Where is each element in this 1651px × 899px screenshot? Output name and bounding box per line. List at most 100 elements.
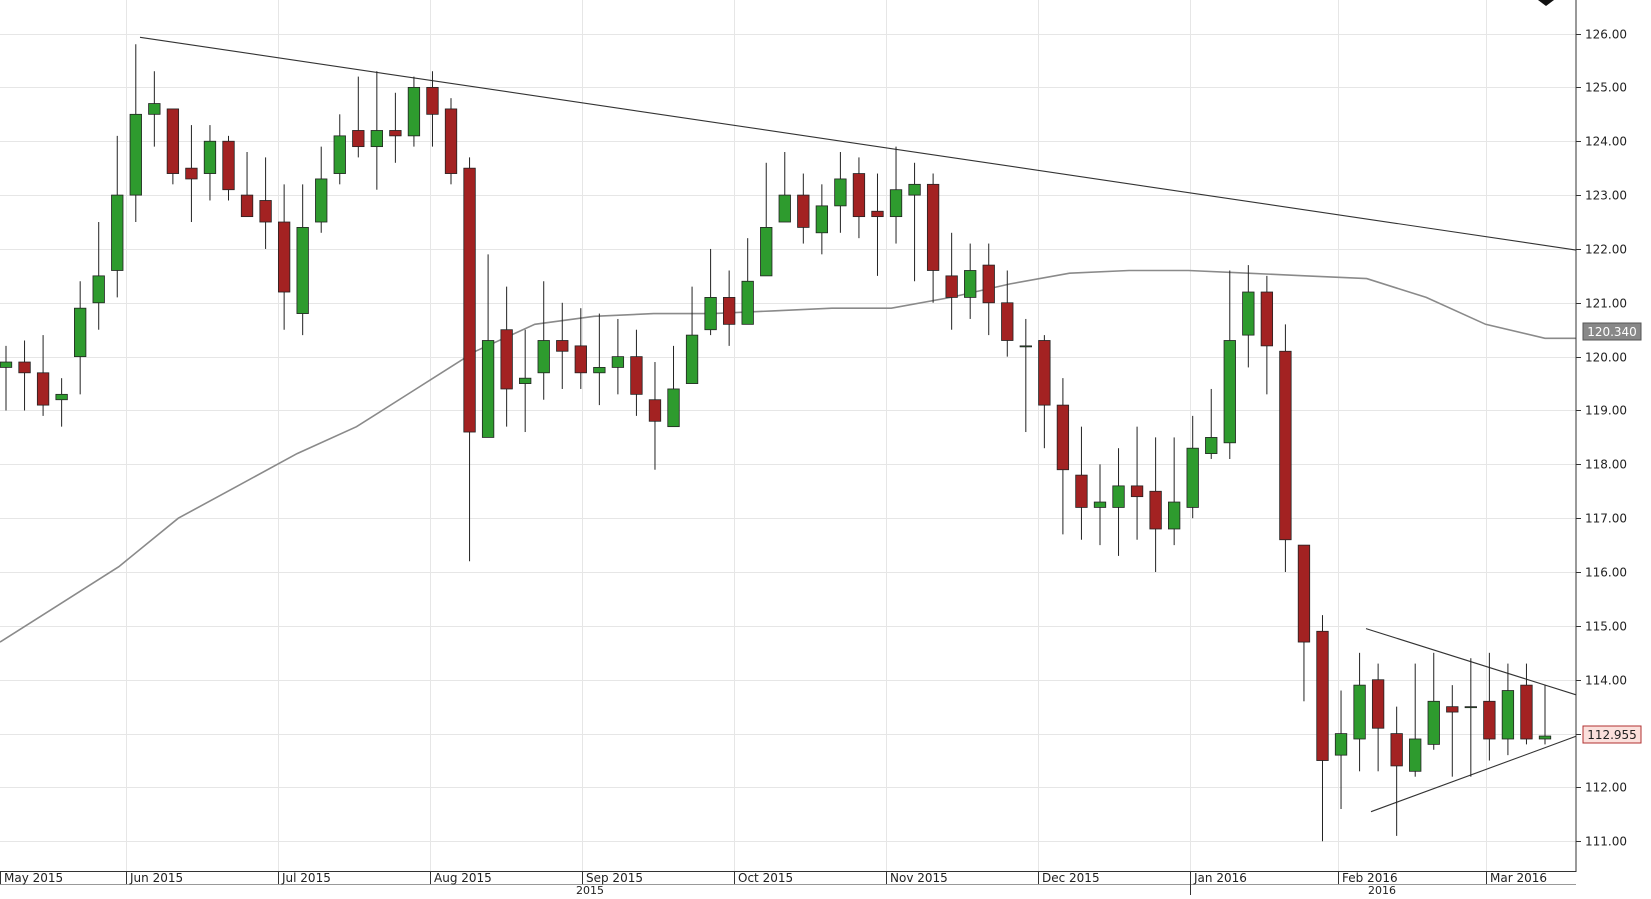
candle [889, 146, 903, 244]
candle-body-up [1353, 684, 1366, 740]
candle [1297, 544, 1311, 702]
candle [55, 378, 68, 427]
candle-body-down [945, 275, 958, 298]
candle-body-down [185, 167, 198, 180]
candle-body-up [481, 340, 495, 438]
candle [926, 173, 940, 303]
candle-body-down [630, 356, 643, 395]
candle-body-up [1242, 291, 1255, 336]
candle [945, 232, 958, 330]
candle [36, 335, 50, 416]
candle-body-down [444, 108, 458, 174]
candle [296, 184, 309, 336]
candle-body-up [1427, 700, 1440, 745]
candle [964, 243, 977, 319]
candle-body-down [574, 345, 587, 374]
candle-body-down [871, 210, 884, 218]
candle-body-down [240, 194, 254, 218]
candle [185, 125, 198, 223]
candle [389, 92, 402, 163]
candle-body-down [1316, 630, 1329, 761]
candle-body-up [964, 270, 977, 298]
y-axis-ticks: 111.00112.00113.00114.00115.00116.00117.… [1576, 28, 1627, 849]
candle [1056, 378, 1070, 535]
candle-body-up [667, 388, 680, 428]
candle [1483, 652, 1496, 761]
candle-body-down [463, 167, 476, 433]
candle [1093, 464, 1107, 546]
year-label: 2016 [1368, 884, 1396, 895]
candle-body-down [1390, 733, 1403, 767]
candle-body-up [815, 205, 829, 234]
candle-body-up [296, 227, 309, 314]
candle [481, 254, 495, 438]
candle [463, 157, 476, 562]
last-price-box [1582, 725, 1642, 744]
candle [1019, 318, 1032, 433]
x-month-label: Feb 2016 [1342, 871, 1398, 885]
candle [500, 286, 513, 427]
candle [1186, 415, 1199, 519]
candle [1075, 426, 1088, 540]
candle [1390, 706, 1403, 836]
candle-body-up [1112, 485, 1125, 508]
trend-line [1370, 735, 1577, 813]
candle [1260, 275, 1274, 395]
y-tick-label: 125.00 [1585, 81, 1627, 95]
y-tick-label: 124.00 [1585, 135, 1627, 149]
candle [834, 152, 847, 233]
x-month-label: Sep 2015 [586, 871, 643, 885]
candle-body-up [315, 178, 328, 223]
last-price-label: 112.955 [1587, 728, 1637, 742]
x-month-label: Aug 2015 [434, 871, 492, 885]
candle-body-down [648, 399, 662, 422]
candle-body-down [1371, 679, 1385, 729]
candle [333, 114, 346, 185]
y-tick-label: 121.00 [1585, 297, 1627, 311]
candle-body-up [704, 297, 717, 331]
candle-body-up [1205, 437, 1218, 454]
candle-body-up [92, 275, 105, 304]
candle-body-up [74, 307, 87, 358]
candle [537, 281, 550, 400]
candle-body-down [36, 372, 50, 406]
candle [1520, 663, 1533, 745]
candle-body-up [1334, 733, 1348, 756]
candle [1538, 685, 1552, 745]
y-tick-label: 116.00 [1585, 566, 1627, 580]
x-month-label: Dec 2015 [1042, 871, 1100, 885]
candle-body-up [1464, 706, 1477, 709]
candle [18, 340, 31, 411]
candle [852, 157, 866, 239]
x-month-label: Jan 2016 [1193, 871, 1247, 885]
ma-line [0, 269, 1576, 643]
candle-body-up [333, 135, 346, 174]
candle-body-down [1001, 302, 1014, 341]
candle-body-down [852, 173, 866, 218]
candle-body-down [797, 194, 810, 228]
candle [871, 173, 884, 276]
candle-body-down [722, 297, 736, 325]
candle-body-down [18, 361, 31, 374]
candle-body-down [926, 183, 940, 271]
candle [1279, 324, 1292, 573]
candle [1205, 388, 1218, 459]
candle-body-up [685, 334, 699, 384]
candle-body-down [500, 329, 513, 390]
candle [277, 184, 291, 330]
candle [92, 222, 105, 330]
y-tick-label: 120.00 [1585, 351, 1627, 365]
candle [1446, 685, 1459, 777]
candle [129, 44, 142, 223]
candle [1353, 652, 1366, 772]
candle-body-up [834, 178, 847, 207]
y-tick-label: 111.00 [1585, 835, 1627, 849]
y-tick-label: 112.00 [1585, 781, 1627, 795]
candle [1223, 270, 1236, 459]
moving-average [0, 269, 1576, 643]
candle [741, 238, 754, 325]
candle [611, 318, 625, 395]
candle-body-up [407, 86, 421, 137]
candle-body-down [1149, 490, 1162, 530]
